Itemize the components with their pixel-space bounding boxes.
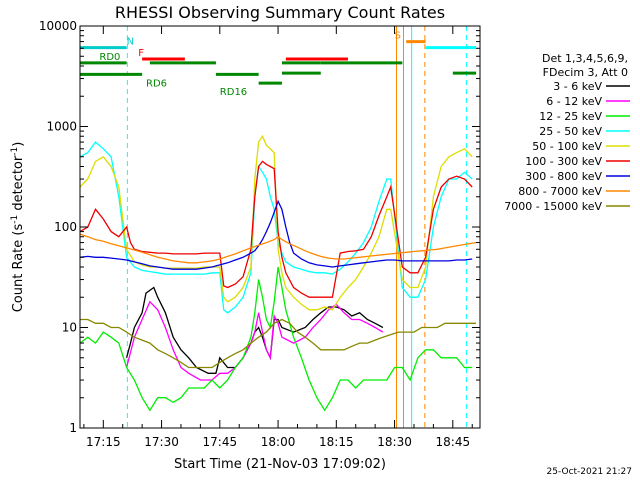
legend-label-7: 800 - 7000 keV (518, 185, 602, 198)
x-tick-label-5: 18:30 (377, 435, 412, 449)
y-tick-label-4: 10000 (39, 19, 77, 33)
x-tick-label-6: 18:45 (436, 435, 471, 449)
y-axis-label: Count Rate (s-1 detector-1) (10, 142, 26, 313)
series-line-4 (79, 134, 473, 311)
legend-label-1: 6 - 12 keV (546, 95, 602, 108)
y-axis-label-sup2: -1 (10, 147, 20, 156)
legend-label-3: 25 - 50 keV (539, 125, 602, 138)
state-bar-label-4: RD16 (220, 87, 247, 98)
legend: Det 1,3,4,5,6,9,FDecim 3, Att 03 - 6 keV… (504, 52, 630, 213)
axes: 1 10 100 1000 10000 17:15 17:30 17:45 18:00 18:15… (39, 19, 480, 449)
legend-label-6: 300 - 800 keV (525, 170, 602, 183)
legend-label-8: 7000 - 15000 keV (504, 200, 602, 213)
y-tick-label-2: 100 (54, 220, 77, 234)
state-bar-label-0: N (127, 37, 134, 48)
x-axis-label: Start Time (21-Nov-03 17:09:02) (174, 457, 386, 472)
y-axis-label-sup: -1 (10, 215, 20, 224)
legend-header-1: FDecim 3, Att 0 (543, 66, 628, 79)
legend-header-0: Det 1,3,4,5,6,9, (542, 52, 628, 65)
state-bar-label-7: S (395, 31, 401, 42)
timestamp: 25-Oct-2021 21:27 (547, 467, 632, 477)
series-line-7 (79, 233, 477, 264)
x-tick-label-4: 18:15 (319, 435, 354, 449)
legend-label-2: 12 - 25 keV (539, 110, 602, 123)
state-bar-label-1: F (138, 48, 144, 59)
y-tick-label-0: 1 (69, 421, 77, 435)
series-line-2 (79, 266, 473, 412)
legend-label-5: 100 - 300 keV (525, 155, 602, 168)
series-line-6 (79, 199, 473, 270)
y-axis-label-main: Count Rate (s (11, 224, 26, 313)
series-group (79, 134, 477, 412)
x-tick-label-0: 17:15 (86, 435, 121, 449)
state-bar-label-3: RD6 (146, 78, 167, 89)
y-tick-label-3: 1000 (46, 120, 77, 134)
chart-title: RHESSI Observing Summary Count Rates (115, 3, 445, 22)
state-bars: NF RD0 RD6 RD16 S (80, 31, 477, 98)
series-line-1 (125, 300, 384, 381)
series-line-5 (79, 160, 473, 298)
legend-label-0: 3 - 6 keV (553, 80, 602, 93)
legend-label-4: 50 - 100 keV (532, 140, 602, 153)
x-tick-label-3: 18:00 (261, 435, 296, 449)
y-axis-label-end: ) (11, 142, 26, 147)
x-tick-label-2: 17:45 (203, 435, 238, 449)
state-bar-label-2: RD0 (99, 52, 120, 63)
series-line-3 (79, 141, 473, 314)
y-axis-label-mid: detector (11, 155, 26, 215)
y-tick-label-1: 10 (62, 321, 77, 335)
x-tick-label-1: 17:30 (144, 435, 179, 449)
series-line-8 (80, 318, 477, 369)
